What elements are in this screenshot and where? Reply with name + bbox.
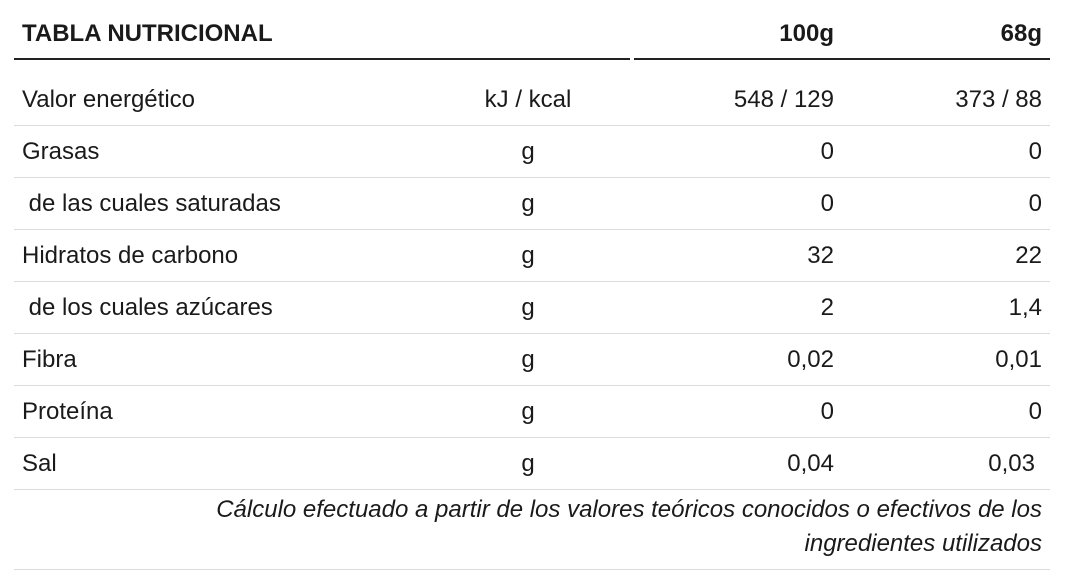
header-divider-left (14, 58, 630, 60)
unit-label: g (521, 346, 535, 373)
value-per-100g: 0,02 (787, 346, 834, 373)
table-row: de las cuales saturadas g 0 0 (14, 178, 1050, 230)
table-header: TABLA NUTRICIONAL 100g 68g (14, 0, 1050, 60)
value-per-100g: 0,04 (787, 450, 834, 477)
nutrient-name: Sal (22, 450, 57, 477)
nutrient-name: Proteína (22, 398, 113, 425)
nutrient-name: de las cuales saturadas (22, 190, 281, 217)
value-per-100g: 0 (820, 138, 834, 165)
table-row: Fibra g 0,02 0,01 (14, 334, 1050, 386)
unit-label: g (521, 190, 535, 217)
table-title: TABLA NUTRICIONAL (22, 20, 273, 47)
nutrient-name: Fibra (22, 346, 77, 373)
footnote-line-1: Cálculo efectuado a partir de los valore… (216, 496, 1042, 523)
value-per-100g: 0 (820, 398, 834, 425)
value-per-100g: 32 (807, 242, 834, 269)
nutrient-name: Valor energético (22, 86, 195, 113)
footnote-line-2: ingredientes utilizados (804, 530, 1042, 557)
value-per-100g: 548 / 129 (733, 86, 834, 113)
nutrient-name: Grasas (22, 138, 100, 165)
value-per-68g: 22 (1015, 242, 1042, 269)
value-per-68g: 0 (1028, 398, 1042, 425)
unit-label: g (521, 398, 535, 425)
table-row: Proteína g 0 0 (14, 386, 1050, 438)
table-row: Grasas g 0 0 (14, 126, 1050, 178)
table-row: Hidratos de carbono g 32 22 (14, 230, 1050, 282)
value-per-68g: 0 (1028, 190, 1042, 217)
value-per-100g: 2 (820, 294, 834, 321)
table-row: de los cuales azúcares g 2 1,4 (14, 282, 1050, 334)
header-divider-right (634, 58, 1050, 60)
unit-label: g (521, 450, 535, 477)
value-per-68g: 0,01 (995, 346, 1042, 373)
value-per-100g: 0 (820, 190, 834, 217)
unit-label: g (521, 138, 535, 165)
value-per-68g: 373 / 88 (955, 86, 1042, 113)
value-per-68g: 1,4 (1008, 294, 1042, 321)
table-row: Sal g 0,04 0,03 (14, 438, 1050, 490)
value-per-68g: 0,03 (988, 450, 1035, 477)
unit-label: kJ / kcal (484, 86, 572, 113)
unit-label: g (521, 242, 535, 269)
value-per-68g: 0 (1028, 138, 1042, 165)
table-row: Valor energético kJ / kcal 548 / 129 373… (14, 74, 1050, 126)
calculation-footnote: Cálculo efectuado a partir de los valore… (14, 493, 1042, 561)
unit-label: g (521, 294, 535, 321)
footer-divider (14, 569, 1050, 570)
nutrient-name: Hidratos de carbono (22, 242, 239, 269)
column-header-100g: 100g (779, 20, 834, 47)
column-header-68g: 68g (1000, 20, 1042, 47)
nutrition-table-body: Valor energético kJ / kcal 548 / 129 373… (14, 74, 1050, 490)
nutrient-name: de los cuales azúcares (22, 294, 273, 321)
